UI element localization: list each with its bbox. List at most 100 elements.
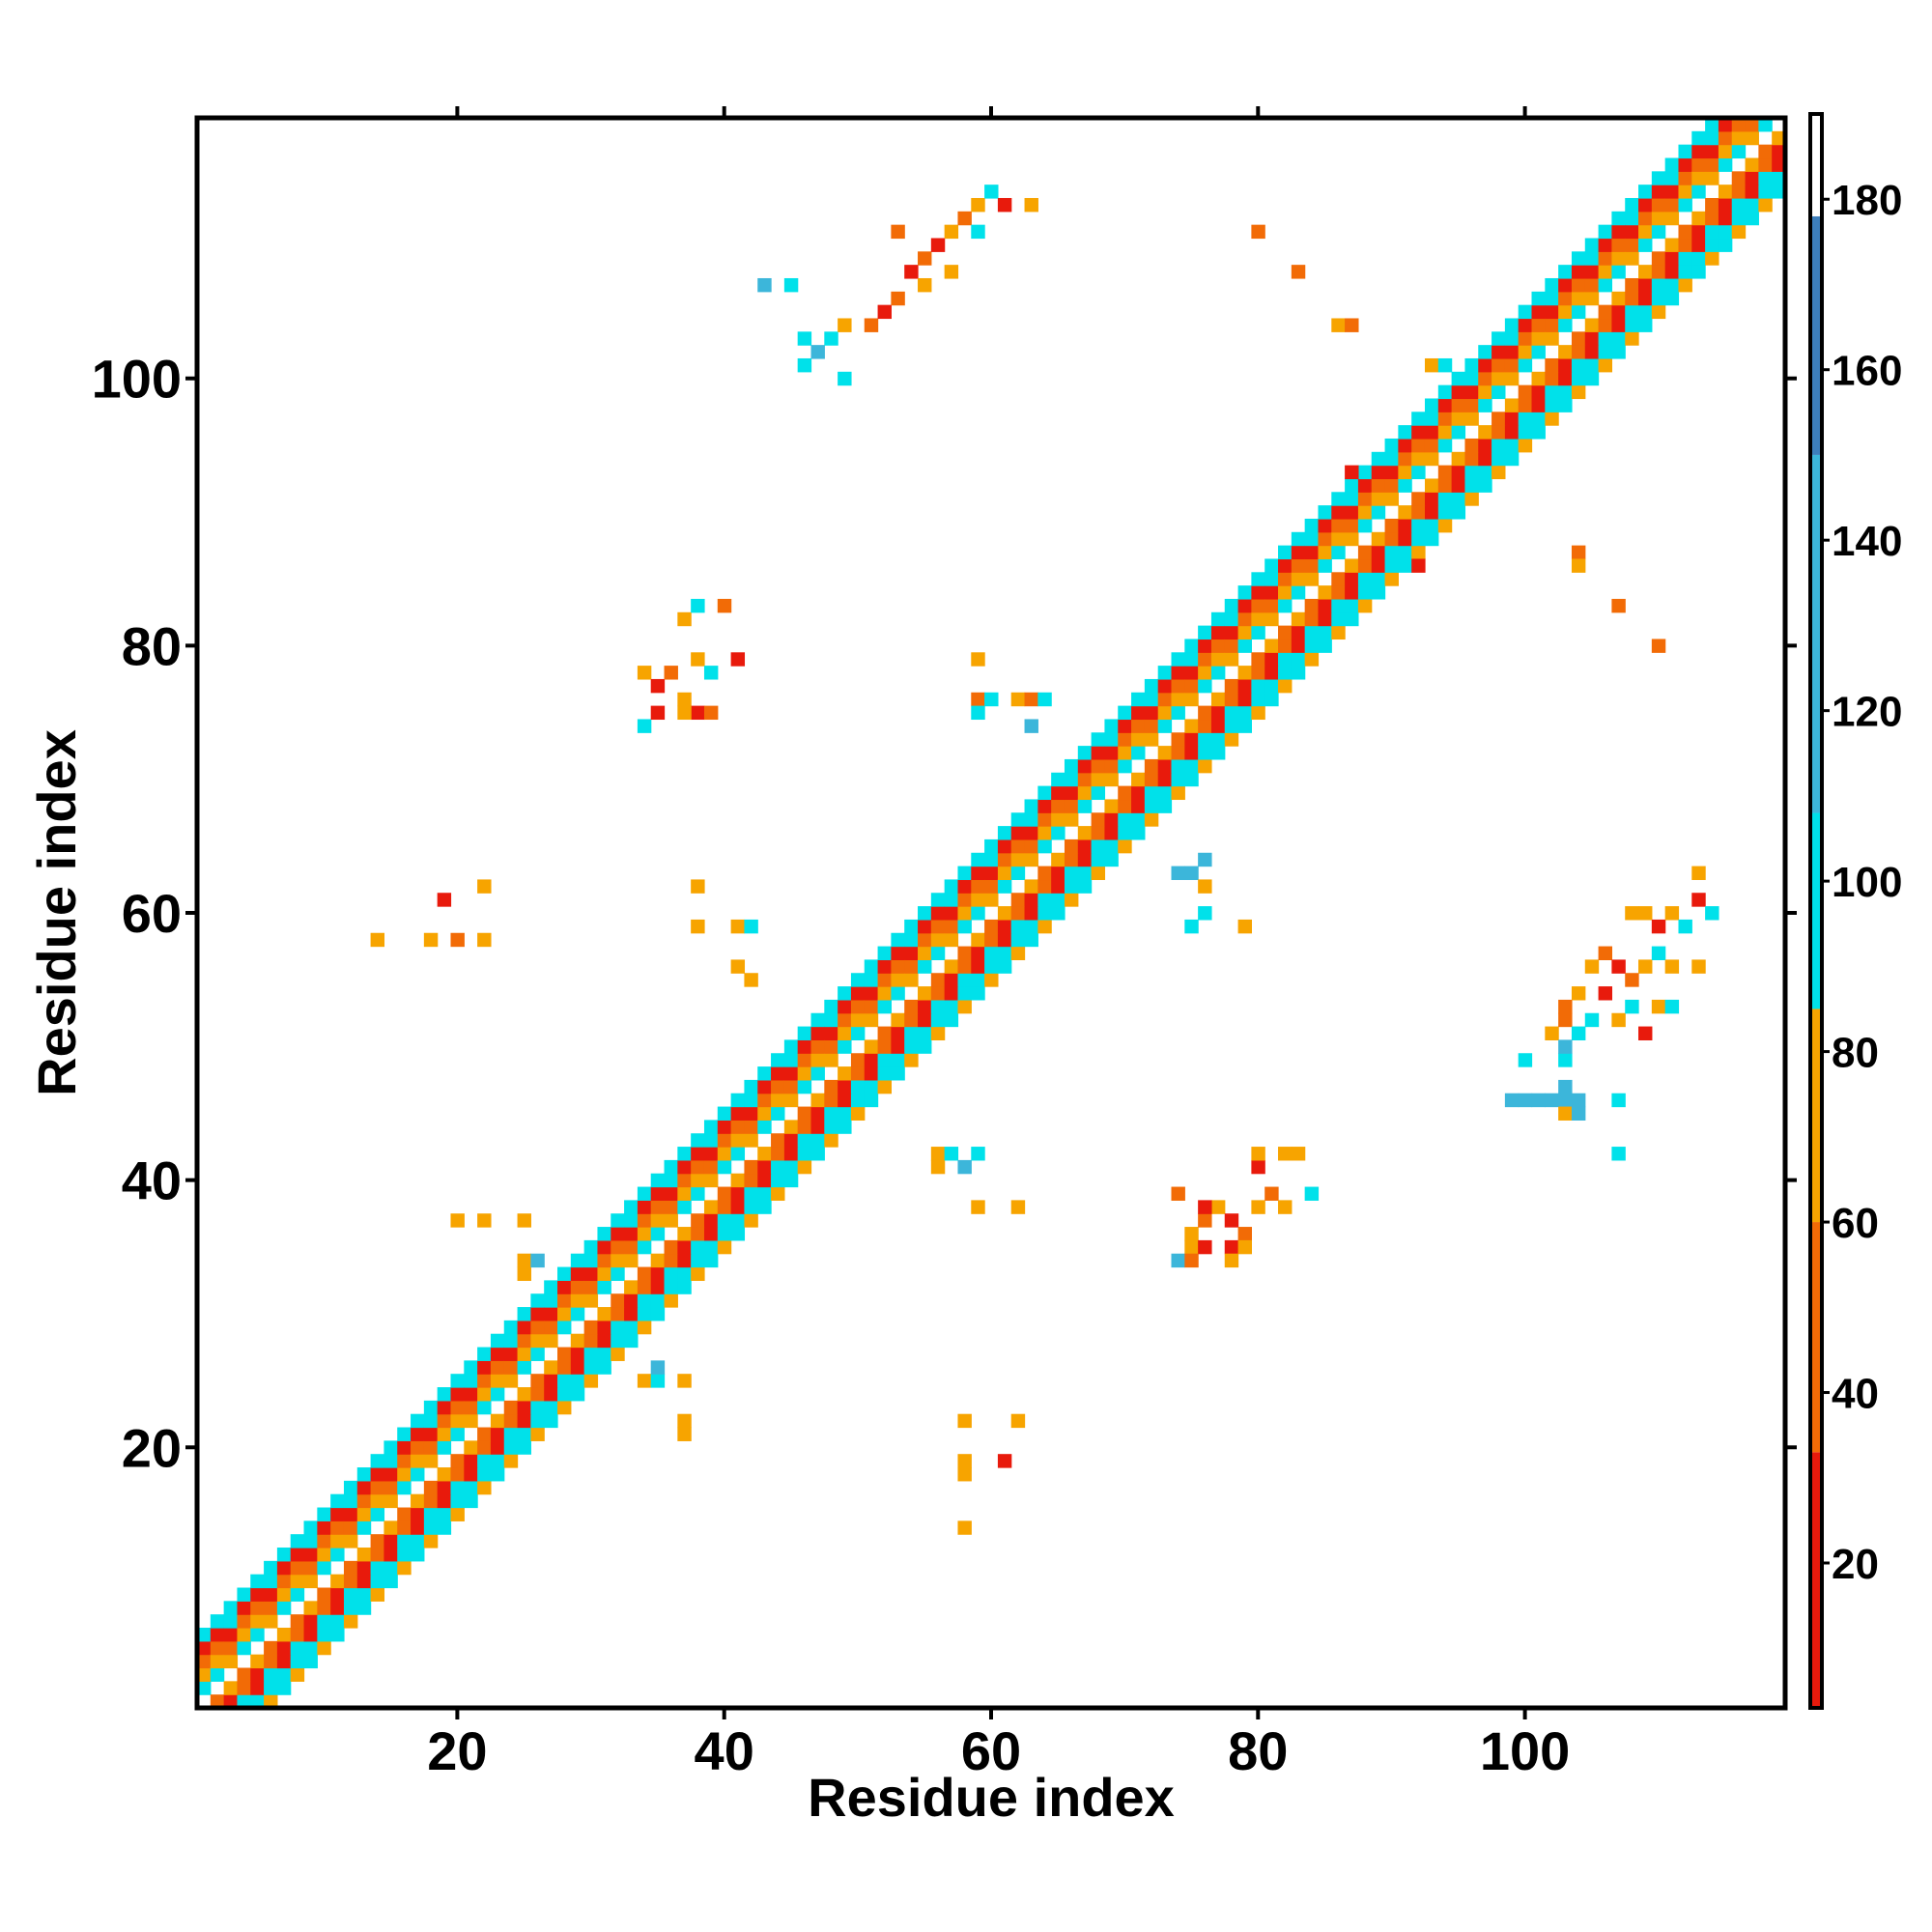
- heatmap-cell: [984, 838, 999, 854]
- heatmap-cell: [1104, 812, 1119, 827]
- heatmap-cell: [691, 1253, 705, 1268]
- heatmap-cell: [1464, 371, 1479, 386]
- heatmap-cell: [437, 1387, 452, 1402]
- heatmap-cell: [904, 1012, 919, 1028]
- heatmap-cell: [1304, 652, 1320, 667]
- heatmap-cell: [423, 1440, 439, 1455]
- heatmap-cell: [1304, 518, 1320, 533]
- heatmap-cell: [1024, 932, 1038, 948]
- heatmap-cell: [1024, 197, 1038, 213]
- heatmap-cell: [276, 1681, 292, 1695]
- heatmap-cell: [797, 1159, 812, 1175]
- heatmap-cell: [637, 1186, 652, 1201]
- heatmap-cell: [1478, 478, 1492, 493]
- heatmap-cell: [490, 1360, 505, 1375]
- heatmap-cell: [677, 1173, 692, 1188]
- heatmap-cell: [477, 1400, 492, 1415]
- heatmap-cell: [1144, 758, 1159, 774]
- heatmap-cell: [904, 919, 919, 934]
- heatmap-cell: [1398, 478, 1412, 493]
- heatmap-cell: [1237, 1227, 1252, 1241]
- heatmap-cell: [637, 1200, 652, 1214]
- heatmap-cell: [930, 919, 946, 934]
- heatmap-cell: [1051, 893, 1065, 907]
- heatmap-cell: [1398, 545, 1412, 560]
- heatmap-cell: [411, 1520, 425, 1535]
- heatmap-cell: [1664, 197, 1680, 213]
- heatmap-cell: [1611, 211, 1626, 226]
- x-tick-label: 20: [427, 1720, 487, 1781]
- heatmap-cell: [783, 1147, 799, 1161]
- heatmap-cell: [570, 1293, 585, 1308]
- heatmap-cell: [1304, 611, 1320, 627]
- heatmap-cell: [984, 893, 999, 907]
- heatmap-cell: [317, 1628, 331, 1642]
- heatmap-cell: [1184, 1227, 1199, 1241]
- heatmap-cell: [1651, 639, 1666, 653]
- heatmap-cell: [1224, 719, 1239, 733]
- heatmap-cell: [583, 1320, 599, 1335]
- heatmap-cell: [1198, 1200, 1212, 1214]
- heatmap-cell: [877, 946, 892, 960]
- heatmap-cell: [1531, 318, 1546, 332]
- heatmap-cell: [1531, 291, 1546, 306]
- heatmap-cell: [1651, 171, 1666, 185]
- heatmap-cell: [1184, 1253, 1199, 1268]
- heatmap-cell: [637, 666, 652, 680]
- heatmap-cell: [957, 1413, 972, 1429]
- heatmap-cell: [1464, 451, 1479, 467]
- heatmap-cell: [1171, 785, 1185, 801]
- heatmap-cell: [317, 1507, 331, 1521]
- heatmap-cell: [1731, 118, 1747, 132]
- heatmap-cell: [691, 1266, 705, 1281]
- heatmap-cell: [1638, 304, 1653, 320]
- heatmap-cell: [264, 1587, 278, 1602]
- heatmap-cell: [1198, 705, 1212, 721]
- heatmap-cell: [1504, 425, 1520, 440]
- heatmap-cell: [1251, 652, 1265, 667]
- x-tick-label: 40: [695, 1720, 754, 1781]
- heatmap-cell: [783, 1039, 799, 1054]
- heatmap-cell: [1251, 705, 1265, 721]
- heatmap-cell: [1558, 1039, 1573, 1054]
- heatmap-cell: [264, 1654, 278, 1669]
- heatmap-cell: [1091, 772, 1106, 787]
- heatmap-cell: [1318, 505, 1332, 520]
- heatmap-cell: [650, 1253, 666, 1268]
- heatmap-cell: [356, 1560, 372, 1576]
- heatmap-cell: [1131, 705, 1146, 721]
- heatmap-cell: [1037, 879, 1052, 894]
- heatmap-cell: [1545, 371, 1559, 386]
- heatmap-cell: [1384, 492, 1399, 506]
- heatmap-cell: [1691, 224, 1706, 240]
- heatmap-cell: [1064, 812, 1079, 827]
- heatmap-cell: [1331, 611, 1346, 627]
- heatmap-cell: [703, 705, 719, 721]
- heatmap-cell: [477, 932, 492, 948]
- heatmap-cell: [877, 1026, 892, 1040]
- heatmap-cell: [864, 986, 879, 1001]
- heatmap-cell: [864, 1053, 879, 1067]
- heatmap-cell: [1571, 1093, 1586, 1108]
- heatmap-cell: [1010, 838, 1026, 854]
- heatmap-cell: [1157, 799, 1173, 813]
- heatmap-cell: [237, 1694, 251, 1709]
- heatmap-cell: [1184, 652, 1199, 667]
- heatmap-cell: [1651, 277, 1666, 293]
- heatmap-cell: [517, 1347, 531, 1361]
- heatmap-cell: [664, 1213, 678, 1228]
- heatmap-cell: [1451, 412, 1466, 426]
- heatmap-cell: [1024, 799, 1038, 813]
- heatmap-cell: [1638, 959, 1653, 974]
- heatmap-cell: [611, 1347, 625, 1361]
- heatmap-cell: [384, 1480, 398, 1495]
- heatmap-cell: [1651, 197, 1666, 213]
- heatmap-cell: [1345, 558, 1359, 573]
- heatmap-cell: [1558, 277, 1573, 293]
- heatmap-cell: [1345, 518, 1359, 533]
- heatmap-cell: [1210, 1200, 1226, 1214]
- heatmap-cell: [557, 1320, 572, 1335]
- heatmap-cell: [597, 1239, 611, 1255]
- heatmap-cell: [703, 1133, 719, 1148]
